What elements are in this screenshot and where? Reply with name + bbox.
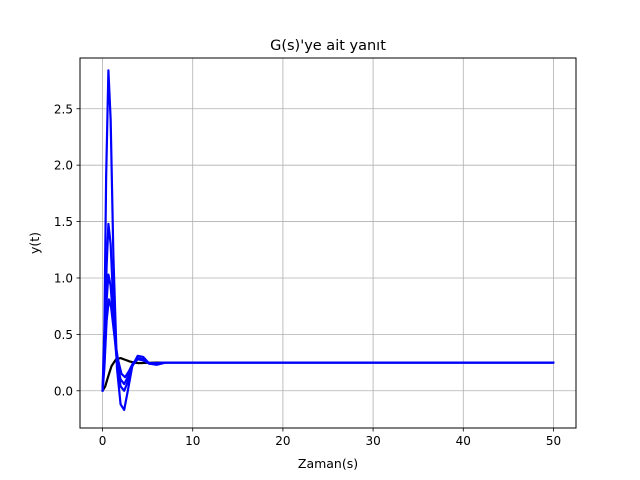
- x-axis-ticks: 0 10 20 30 40 50: [99, 428, 561, 448]
- x-axis-label: Zaman(s): [298, 456, 358, 471]
- x-tick-label: 20: [275, 434, 290, 448]
- y-tick-label: 2.5: [54, 102, 73, 116]
- y-axis-label: y(t): [27, 232, 42, 254]
- y-tick-label: 0.0: [54, 384, 73, 398]
- axes-frame: [79, 57, 577, 429]
- y-tick-label: 1.5: [54, 215, 73, 229]
- chart-title: G(s)'ye ait yanıt: [270, 38, 386, 54]
- x-tick-label: 50: [546, 434, 561, 448]
- y-tick-label: 2.0: [54, 159, 73, 173]
- y-tick-label: 0.5: [54, 328, 73, 342]
- x-tick-label: 0: [99, 434, 107, 448]
- axes-background: [80, 58, 576, 428]
- series-layer: [101, 69, 555, 412]
- x-tick-label: 30: [365, 434, 380, 448]
- series-line-4: [101, 298, 555, 392]
- y-tick-label: 1.0: [54, 271, 73, 285]
- x-tick-label: 10: [185, 434, 200, 448]
- grid: [80, 58, 576, 428]
- y-axis-ticks: 0.0 0.5 1.0 1.5 2.0 2.5: [54, 102, 80, 398]
- x-tick-label: 40: [456, 434, 471, 448]
